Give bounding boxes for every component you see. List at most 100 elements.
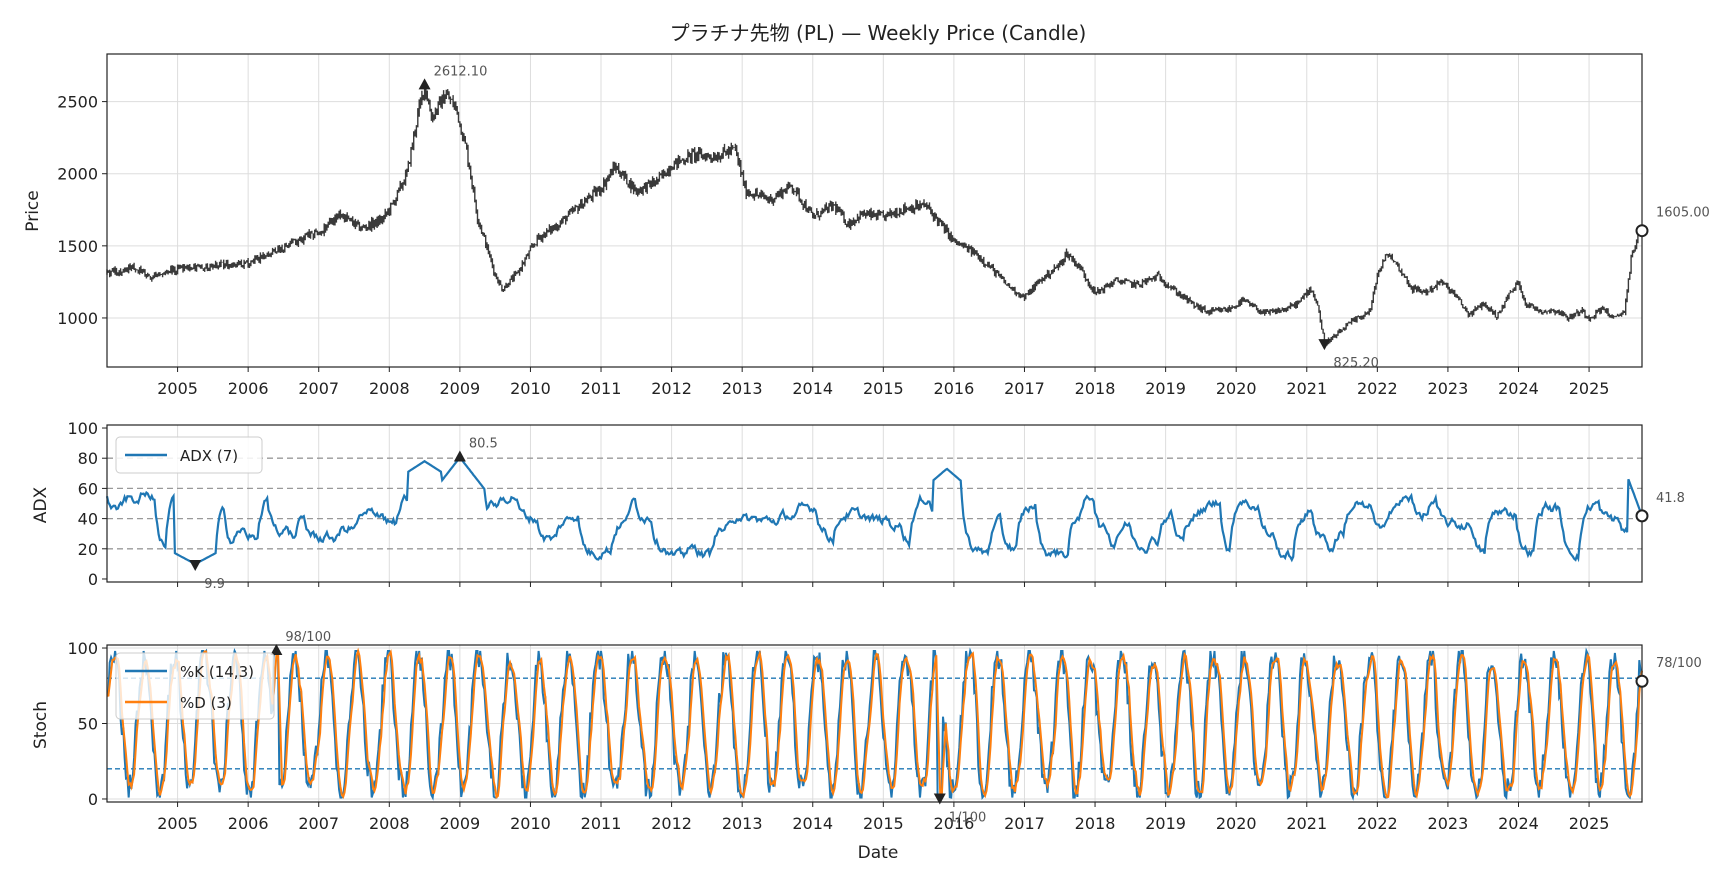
- stoch-y-tick-label: 100: [67, 639, 98, 658]
- adx-y-tick-label: 60: [78, 479, 98, 498]
- adx-legend-label: ADX (7): [180, 447, 238, 465]
- stoch-x-tick-label: 2017: [1004, 814, 1045, 833]
- price-x-tick-label: 2021: [1286, 379, 1327, 398]
- stoch-last-label: 78/100: [1656, 656, 1702, 671]
- price-x-tick-label: 2017: [1004, 379, 1045, 398]
- stoch-x-tick-label: 2020: [1216, 814, 1257, 833]
- stoch-x-tick-label: 2014: [792, 814, 833, 833]
- price-panel-frame: [106, 53, 1643, 368]
- price-y-tick-label: 2500: [57, 93, 98, 112]
- stoch-x-tick-label: 2008: [369, 814, 410, 833]
- adx-y-ticks: 0 20 40 60 80 100: [67, 419, 107, 589]
- stoch-x-tick-label: 2010: [510, 814, 551, 833]
- price-x-tick-label: 2012: [651, 379, 692, 398]
- stoch-x-tick-label: 2024: [1498, 814, 1539, 833]
- price-y-tick-label: 1000: [57, 309, 98, 328]
- price-x-tick-label: 2024: [1498, 379, 1539, 398]
- adx-min-label: 9.9: [204, 577, 225, 592]
- adx-y-tick-label: 80: [78, 449, 98, 468]
- price-annotations: 2612.10 825.20 1605.00: [418, 64, 1710, 371]
- adx-min-marker: [189, 560, 202, 572]
- adx-max-marker: [453, 450, 466, 462]
- price-x-tick-label: 2019: [1145, 379, 1186, 398]
- stoch-legend: %K (14,3) %D (3): [115, 652, 275, 720]
- stoch-x-tick-label: 2012: [651, 814, 692, 833]
- price-x-tick-label: 2011: [581, 379, 622, 398]
- price-x-ticks: 2005 2006 2007 2008 2009 2010 2011 2012 2013 2014…: [157, 367, 1609, 398]
- stoch-y-ticks: 0 50 100: [67, 639, 107, 809]
- price-x-tick-label: 2007: [298, 379, 339, 398]
- stoch-x-tick-label: 2015: [863, 814, 904, 833]
- stoch-x-tick-label: 2022: [1357, 814, 1398, 833]
- stoch-last-marker: [1635, 674, 1649, 688]
- chart-title: プラチナ先物 (PL) — Weekly Price (Candle): [670, 21, 1087, 45]
- price-x-tick-label: 2016: [934, 379, 975, 398]
- price-y-tick-label: 1500: [57, 237, 98, 256]
- adx-y-tick-label: 0: [88, 570, 98, 589]
- stoch-x-tick-label: 2013: [722, 814, 763, 833]
- price-gridlines: [107, 54, 1642, 367]
- adx-last-marker: [1635, 509, 1649, 523]
- price-max-marker: [418, 78, 431, 90]
- price-max-label: 2612.10: [434, 64, 488, 79]
- price-y-label: Price: [23, 190, 43, 231]
- adx-gridlines: [177, 425, 1590, 582]
- price-x-tick-label: 2005: [157, 379, 198, 398]
- adx-legend: ADX (7): [115, 436, 263, 474]
- adx-annotations: 80.5 9.9 41.8: [189, 436, 1685, 592]
- stoch-min-label: 1/100: [949, 810, 986, 825]
- stoch-x-tick-label: 2018: [1075, 814, 1116, 833]
- stoch-annotations: 98/100 1/100 78/100: [270, 630, 1702, 825]
- stoch-min-marker: [933, 793, 946, 805]
- stoch-x-tick-label: 2021: [1286, 814, 1327, 833]
- price-last-marker: [1635, 224, 1649, 238]
- stoch-legend-label-k: %K (14,3): [180, 663, 254, 681]
- price-y-ticks: 1000 1500 2000 2500: [57, 93, 107, 328]
- adx-max-label: 80.5: [469, 436, 498, 451]
- price-min-label: 825.20: [1333, 356, 1379, 371]
- stoch-x-tick-label: 2007: [298, 814, 339, 833]
- price-x-tick-label: 2014: [792, 379, 833, 398]
- stoch-x-tick-label: 2009: [440, 814, 481, 833]
- stoch-max-label: 98/100: [285, 630, 331, 645]
- price-last-label: 1605.00: [1656, 206, 1710, 221]
- adx-panel-frame: [106, 424, 1643, 583]
- price-y-tick-label: 2000: [57, 165, 98, 184]
- stoch-y-label: Stoch: [31, 701, 51, 749]
- price-x-tick-label: 2020: [1216, 379, 1257, 398]
- stoch-y-tick-label: 0: [88, 790, 98, 809]
- price-x-tick-label: 2009: [440, 379, 481, 398]
- price-x-tick-label: 2022: [1357, 379, 1398, 398]
- adx-y-tick-label: 100: [67, 419, 98, 438]
- stoch-x-tick-label: 2011: [581, 814, 622, 833]
- price-candle-wicks: [106, 84, 1643, 346]
- price-candles: [106, 84, 1643, 346]
- stoch-y-tick-label: 50: [78, 715, 98, 734]
- adx-y-label: ADX: [31, 486, 51, 523]
- adx-series-line: [105, 455, 1644, 566]
- stoch-legend-label-d: %D (3): [180, 694, 232, 712]
- stoch-x-tick-label: 2006: [228, 814, 269, 833]
- stoch-d-line: [106, 647, 1643, 800]
- adx-y-tick-label: 20: [78, 540, 98, 559]
- price-x-tick-label: 2018: [1075, 379, 1116, 398]
- adx-legend-box: [115, 436, 263, 474]
- adx-y-tick-label: 40: [78, 510, 98, 529]
- price-x-tick-label: 2013: [722, 379, 763, 398]
- adx-last-label: 41.8: [1656, 491, 1685, 506]
- stoch-x-tick-label: 2019: [1145, 814, 1186, 833]
- price-x-tick-label: 2006: [228, 379, 269, 398]
- x-axis-label: Date: [858, 843, 899, 863]
- adx-reference-lines: [107, 457, 1642, 550]
- stoch-x-tick-label: 2016: [934, 814, 975, 833]
- price-x-tick-label: 2015: [863, 379, 904, 398]
- price-x-tick-label: 2025: [1569, 379, 1610, 398]
- stoch-x-tick-label: 2025: [1569, 814, 1610, 833]
- stoch-max-marker: [270, 644, 283, 656]
- price-x-tick-label: 2008: [369, 379, 410, 398]
- stoch-x-ticks: 2005 2006 2007 2008 2009 2010 2011 2012 2013 2014…: [157, 802, 1609, 833]
- price-min-marker: [1318, 339, 1331, 351]
- stoch-x-tick-label: 2005: [157, 814, 198, 833]
- stoch-x-tick-label: 2023: [1428, 814, 1469, 833]
